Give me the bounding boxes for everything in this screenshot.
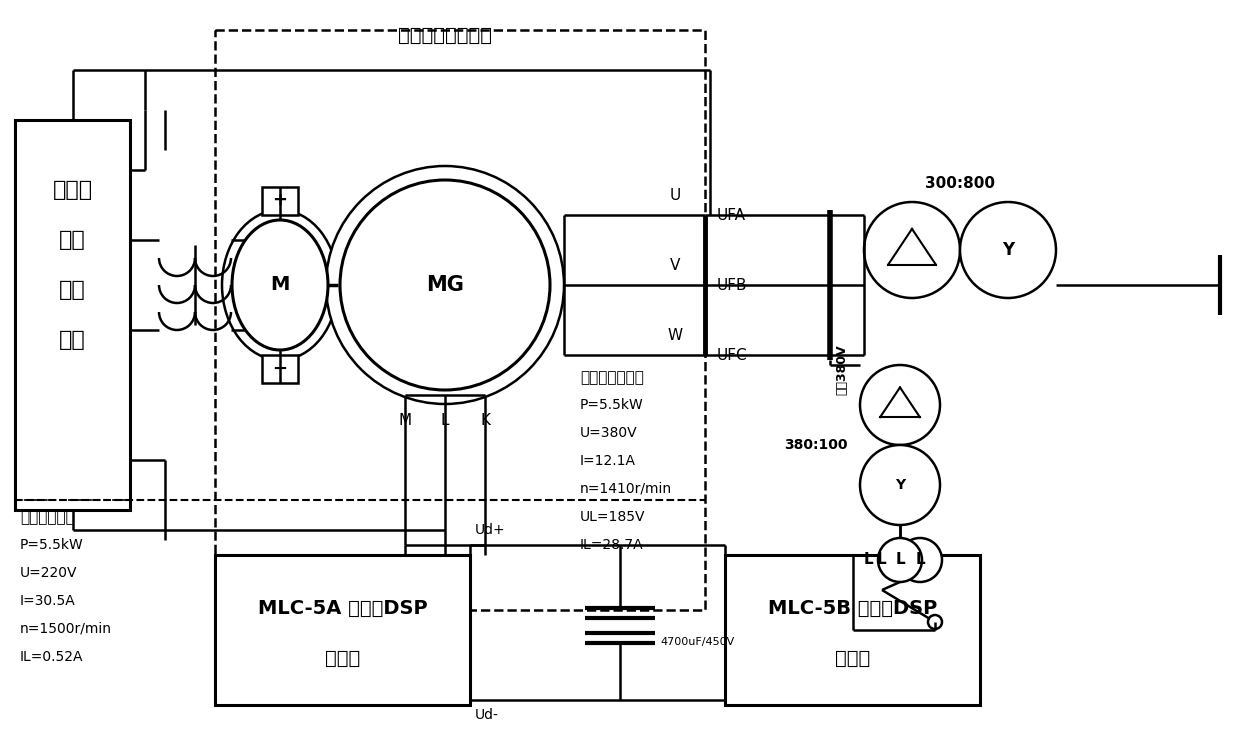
Bar <box>725 555 980 705</box>
Text: 风力机: 风力机 <box>52 180 93 200</box>
Text: 双馈风力发电机组: 双馈风力发电机组 <box>398 26 492 45</box>
Text: +: + <box>273 191 288 209</box>
Text: UL=185V: UL=185V <box>580 510 646 524</box>
Text: L: L <box>915 553 925 568</box>
Ellipse shape <box>222 210 339 360</box>
Circle shape <box>861 365 940 445</box>
Text: 装置: 装置 <box>60 330 86 350</box>
Text: UFA: UFA <box>717 208 746 223</box>
Text: IL=28.7A: IL=28.7A <box>580 538 644 552</box>
Text: MLC-5B 电网侧DSP: MLC-5B 电网侧DSP <box>768 598 937 617</box>
Text: Y: Y <box>1002 241 1014 259</box>
Text: U: U <box>670 188 681 203</box>
Text: L: L <box>877 553 887 568</box>
Bar <box>15 120 130 510</box>
Circle shape <box>864 202 960 298</box>
Text: −: − <box>273 360 288 378</box>
Circle shape <box>898 538 942 582</box>
Bar <box>215 555 470 705</box>
Ellipse shape <box>232 220 329 350</box>
Text: L: L <box>863 553 873 568</box>
Text: Ud+: Ud+ <box>475 523 506 537</box>
Text: 380:100: 380:100 <box>785 438 848 452</box>
Circle shape <box>340 180 551 390</box>
Text: MLC-5A 转子侧DSP: MLC-5A 转子侧DSP <box>258 598 428 617</box>
Bar <box>262 187 298 215</box>
Circle shape <box>861 445 940 525</box>
Text: n=1500r/min: n=1500r/min <box>20 622 112 636</box>
Text: 特性: 特性 <box>60 230 86 250</box>
Circle shape <box>928 615 942 629</box>
Text: UFC: UFC <box>717 347 748 362</box>
Text: W: W <box>667 328 682 343</box>
Bar <box>215 30 706 610</box>
Text: L: L <box>440 413 449 428</box>
Text: MG: MG <box>427 275 464 295</box>
Text: 控制器: 控制器 <box>325 649 360 668</box>
Text: U=220V: U=220V <box>20 566 77 580</box>
Text: n=1410r/min: n=1410r/min <box>580 482 672 496</box>
Text: L: L <box>895 553 905 568</box>
Text: 模拟: 模拟 <box>60 280 86 300</box>
Text: UFB: UFB <box>717 278 748 292</box>
Circle shape <box>878 538 923 582</box>
Text: I=30.5A: I=30.5A <box>20 594 76 608</box>
Text: 他励直流电机: 他励直流电机 <box>20 510 74 525</box>
Text: K: K <box>480 413 490 428</box>
Text: 交流380V: 交流380V <box>836 345 848 395</box>
Text: P=5.5kW: P=5.5kW <box>20 538 84 552</box>
Text: M: M <box>270 275 290 295</box>
Bar <box>262 355 298 383</box>
Text: Y: Y <box>895 478 905 492</box>
Text: V: V <box>670 258 681 273</box>
Text: 4700uF/450V: 4700uF/450V <box>660 638 734 647</box>
Text: IL=0.52A: IL=0.52A <box>20 650 83 664</box>
Text: M: M <box>398 413 412 428</box>
Text: P=5.5kW: P=5.5kW <box>580 398 644 412</box>
Circle shape <box>960 202 1056 298</box>
Text: 300:800: 300:800 <box>925 176 994 191</box>
Text: I=12.1A: I=12.1A <box>580 454 636 468</box>
Text: U=380V: U=380V <box>580 426 637 440</box>
Text: 控制器: 控制器 <box>835 649 870 668</box>
Circle shape <box>326 166 564 404</box>
Text: 交流助磁发电机: 交流助磁发电机 <box>580 370 644 385</box>
Text: Ud-: Ud- <box>475 708 498 722</box>
